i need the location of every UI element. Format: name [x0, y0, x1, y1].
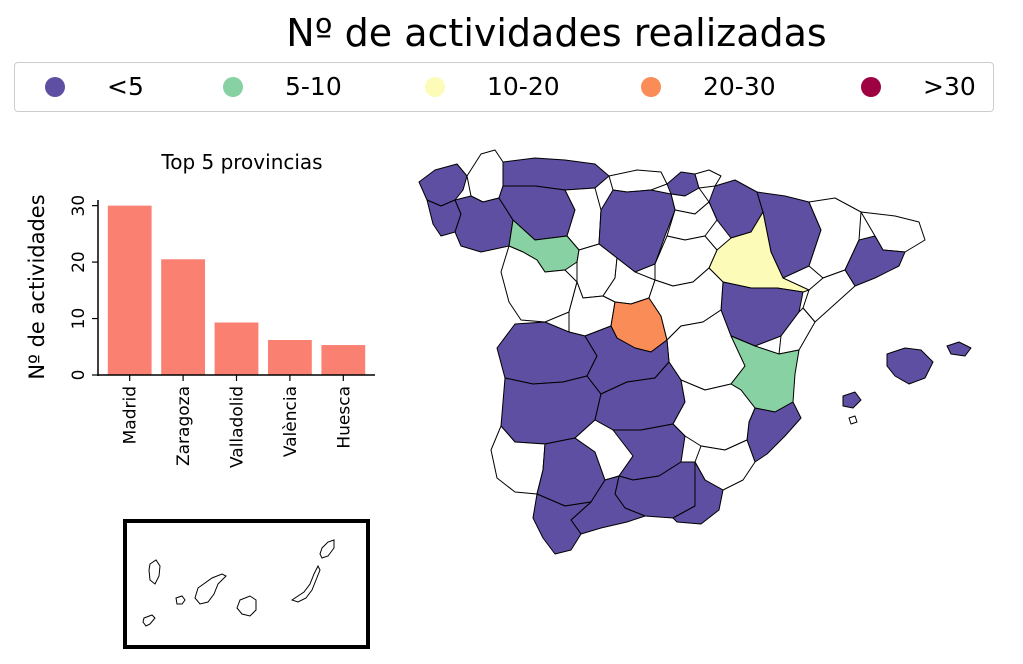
province-asturias	[502, 157, 610, 191]
legend-swatch	[641, 77, 661, 97]
inset-frame	[123, 519, 370, 649]
province-guadalajara	[648, 267, 724, 341]
legend-label: 20-30	[703, 72, 776, 101]
legend-swatch	[223, 77, 243, 97]
bar-group	[107, 205, 366, 375]
top5-bar-chart: Top 5 provincias Nº de actividades 0 10 20…	[25, 150, 375, 468]
x-axis-ticks: Madrid Zaragoza Valladolid València Huesca	[121, 375, 354, 468]
legend-label: 5-10	[285, 72, 342, 101]
x-tick-label: Valladolid	[228, 386, 248, 468]
island-la-gomera	[175, 595, 186, 605]
legend-swatch	[45, 77, 65, 97]
province-gipuzkoa	[694, 169, 722, 189]
y-tick-label: 10	[69, 308, 89, 330]
province-lugo	[466, 149, 504, 203]
legend-swatch	[861, 77, 881, 97]
bar-huesca	[321, 345, 366, 375]
island-gran-canaria	[236, 595, 257, 617]
y-tick-label: 20	[69, 251, 89, 273]
y-tick-label: 0	[69, 370, 89, 381]
x-tick-label: Huesca	[334, 386, 354, 449]
y-tick-label: 30	[69, 195, 89, 217]
province-formentera	[848, 415, 858, 425]
province-mallorca	[886, 347, 934, 385]
spain-provinces-map	[418, 149, 972, 555]
island-el-hierro	[142, 614, 156, 627]
y-axis-ticks: 0 10 20 30	[69, 195, 98, 381]
bar-valladolid	[214, 322, 259, 375]
bar-madrid	[107, 205, 152, 375]
province-almeria	[672, 461, 724, 525]
x-tick-label: Zaragoza	[174, 386, 194, 466]
chart-title: Top 5 provincias	[160, 150, 322, 174]
x-tick-label: Madrid	[121, 386, 141, 444]
island-la-palma	[148, 559, 161, 585]
province-cantabria	[608, 169, 668, 193]
canary-islands-inset	[123, 519, 370, 649]
legend: <5 5-10 10-20 20-30 >30	[14, 62, 994, 112]
bar-valència	[268, 340, 312, 375]
island-lanzarote	[319, 539, 335, 559]
province-cadiz	[532, 493, 592, 555]
province-menorca	[946, 341, 972, 357]
province-ibiza	[842, 391, 862, 409]
chart-ylabel: Nº de actividades	[25, 194, 49, 379]
legend-label: 10-20	[487, 72, 560, 101]
legend-label: >30	[923, 72, 976, 101]
province-tarragona	[802, 269, 856, 323]
island-tenerife	[194, 573, 227, 605]
legend-swatch	[425, 77, 445, 97]
x-tick-label: València	[281, 386, 301, 457]
bar-zaragoza	[161, 259, 205, 375]
legend-label: <5	[107, 72, 144, 101]
island-fuerteventura	[290, 564, 321, 603]
page-title: Nº de actividades realizadas	[286, 11, 827, 55]
